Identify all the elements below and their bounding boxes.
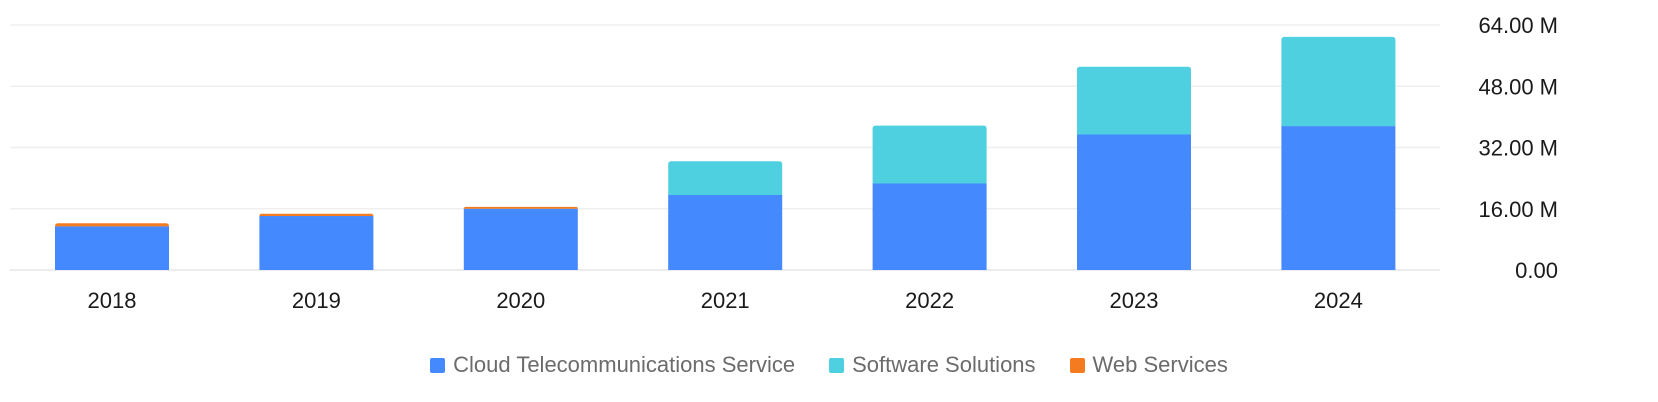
y-tick-label: 64.00 M	[1479, 13, 1559, 38]
legend-swatch	[1069, 357, 1085, 373]
x-tick-label: 2021	[701, 288, 750, 313]
legend-item[interactable]: Web Services	[1069, 352, 1228, 378]
x-tick-label: 2023	[1110, 288, 1159, 313]
legend-label: Cloud Telecommunications Service	[453, 352, 796, 377]
legend-label: Web Services	[1092, 352, 1228, 377]
bars	[55, 36, 1396, 270]
y-tick-label: 48.00 M	[1479, 74, 1559, 99]
legend: Cloud Telecommunications Service Software…	[0, 352, 1658, 378]
bar-segment-cloud-telecommunications-service-2023	[1077, 134, 1191, 270]
bar-segment-software-solutions-2021	[668, 161, 783, 195]
x-tick-label: 2024	[1314, 288, 1363, 313]
y-tick-label: 32.00 M	[1479, 136, 1559, 161]
gridlines	[10, 24, 1440, 271]
legend-swatch	[430, 357, 446, 373]
y-axis-tick-labels: 0.00 16.00 M 32.00 M 48.00 M 64.00 M	[1479, 13, 1559, 283]
legend-label: Software Solutions	[852, 352, 1036, 377]
legend-swatch	[829, 357, 845, 373]
x-tick-label: 2018	[88, 288, 137, 313]
x-axis-tick-labels: 2018 2019 2020 2021 2022 2023 2024	[88, 288, 1363, 313]
bar-segment-web-services-2020	[463, 206, 578, 209]
bar-segment-cloud-telecommunications-service-2018	[55, 226, 169, 270]
y-tick-label: 16.00 M	[1479, 197, 1559, 222]
x-tick-label: 2019	[292, 288, 341, 313]
bar-segment-cloud-telecommunications-service-2024	[1281, 126, 1396, 270]
x-tick-label: 2020	[496, 288, 545, 313]
bar-segment-cloud-telecommunications-service-2022	[872, 183, 987, 270]
bar-segment-software-solutions-2022	[872, 125, 987, 184]
legend-item[interactable]: Software Solutions	[829, 352, 1036, 378]
bar-segment-web-services-2019	[259, 213, 374, 217]
bar-segment-cloud-telecommunications-service-2021	[668, 194, 783, 270]
bar-segment-software-solutions-2024	[1281, 36, 1396, 127]
bar-segment-web-services-2018	[55, 223, 169, 227]
bar-segment-cloud-telecommunications-service-2020	[463, 208, 578, 270]
bar-segment-cloud-telecommunications-service-2019	[259, 216, 374, 270]
y-tick-label: 0.00	[1515, 258, 1558, 283]
bar-segment-software-solutions-2023	[1077, 66, 1191, 135]
x-tick-label: 2022	[905, 288, 954, 313]
legend-item[interactable]: Cloud Telecommunications Service	[430, 352, 795, 378]
